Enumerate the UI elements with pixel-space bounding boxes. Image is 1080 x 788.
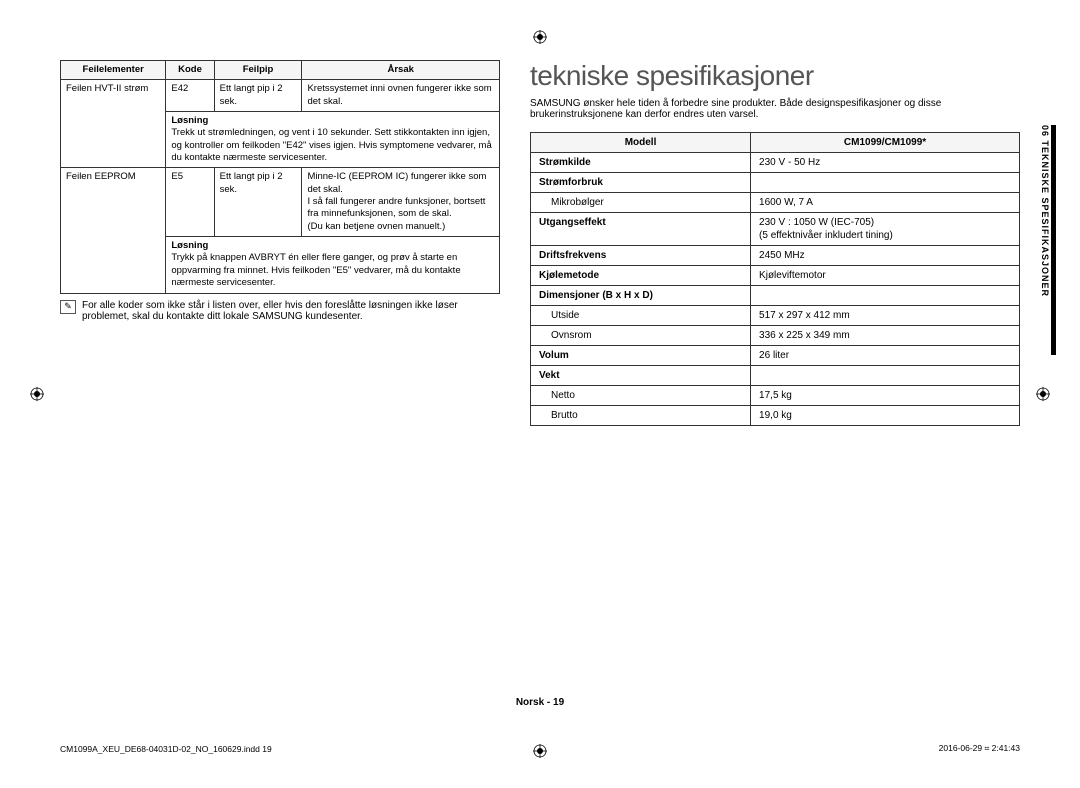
footer-filename: CM1099A_XEU_DE68-04031D-02_NO_160629.ind… — [60, 744, 272, 754]
th-model: Modell — [531, 133, 751, 153]
section-title: tekniske spesifikasjoner — [530, 60, 1020, 92]
spec-value: 230 V - 50 Hz — [751, 153, 1020, 173]
table-row: Ovnsrom336 x 225 x 349 mm — [531, 326, 1020, 346]
spec-section: tekniske spesifikasjoner SAMSUNG ønsker … — [530, 60, 1020, 700]
spec-value: 26 liter — [751, 346, 1020, 366]
spec-param: Volum — [531, 346, 751, 366]
cell-beep: Ett langt pip i 2 sek. — [214, 80, 302, 112]
table-row: KjølemetodeKjøleviftemotor — [531, 266, 1020, 286]
cell-code: E5 — [166, 168, 214, 237]
crop-mark-right — [1036, 387, 1050, 401]
cell-element: Feilen EEPROM — [61, 168, 166, 293]
note-text: For alle koder som ikke står i listen ov… — [82, 300, 500, 322]
spec-value: Kjøleviftemotor — [751, 266, 1020, 286]
table-row: Feilen EEPROM E5 Ett langt pip i 2 sek. … — [61, 168, 500, 237]
spec-param: Driftsfrekvens — [531, 246, 751, 266]
solution-text: Trykk på knappen AVBRYT én eller flere g… — [171, 252, 460, 288]
tab-band — [1051, 125, 1056, 355]
spec-table: Modell CM1099/CM1099* Strømkilde230 V - … — [530, 132, 1020, 426]
crop-mark-bottom — [533, 744, 547, 758]
spec-param: Dimensjoner (B x H x D) — [531, 286, 751, 306]
spec-value: 517 x 297 x 412 mm — [751, 306, 1020, 326]
cell-element: Feilen HVT-II strøm — [61, 80, 166, 168]
footer-timestamp: 2016-06-29 ⌗ 2:41:43 — [939, 743, 1020, 754]
crop-mark-top — [533, 30, 547, 44]
table-row: Vekt — [531, 366, 1020, 386]
intro-text: SAMSUNG ønsker hele tiden å forbedre sin… — [530, 98, 1020, 120]
th-beep: Feilpip — [214, 61, 302, 80]
cell-cause: Minne-IC (EEPROM IC) fungerer ikke som d… — [302, 168, 500, 237]
th-model-value: CM1099/CM1099* — [751, 133, 1020, 153]
spec-param: Strømforbruk — [531, 173, 751, 193]
error-table: Feilelementer Kode Feilpip Årsak Feilen … — [60, 60, 500, 294]
spec-param: Kjølemetode — [531, 266, 751, 286]
spec-value: 230 V : 1050 W (IEC-705) (5 effektnivåer… — [751, 213, 1020, 246]
spec-param-indent: Netto — [531, 386, 751, 406]
cell-cause: Kretssystemet inni ovnen fungerer ikke s… — [302, 80, 500, 112]
spec-value — [751, 366, 1020, 386]
spec-param-indent: Utside — [531, 306, 751, 326]
table-row: Utgangseffekt230 V : 1050 W (IEC-705) (5… — [531, 213, 1020, 246]
spec-param: Vekt — [531, 366, 751, 386]
note-block: ✎ For alle koder som ikke står i listen … — [60, 300, 500, 322]
spec-value: 1600 W, 7 A — [751, 193, 1020, 213]
section-tab: 06 TEKNISKE SPESIFIKASJONER — [1034, 125, 1056, 355]
spec-value: 336 x 225 x 349 mm — [751, 326, 1020, 346]
cell-solution: Løsning Trykk på knappen AVBRYT én eller… — [166, 237, 500, 293]
tab-label: 06 TEKNISKE SPESIFIKASJONER — [1040, 125, 1050, 297]
spec-value: 2450 MHz — [751, 246, 1020, 266]
error-codes-section: Feilelementer Kode Feilpip Årsak Feilen … — [60, 60, 500, 700]
cell-beep: Ett langt pip i 2 sek. — [214, 168, 302, 237]
cell-code: E42 — [166, 80, 214, 112]
table-row: Dimensjoner (B x H x D) — [531, 286, 1020, 306]
solution-text: Trekk ut strømledningen, og vent i 10 se… — [171, 127, 491, 163]
spec-value: 17,5 kg — [751, 386, 1020, 406]
table-row: Utside517 x 297 x 412 mm — [531, 306, 1020, 326]
note-icon: ✎ — [60, 300, 76, 314]
spec-param-indent: Mikrobølger — [531, 193, 751, 213]
spec-value — [751, 286, 1020, 306]
table-row: Driftsfrekvens2450 MHz — [531, 246, 1020, 266]
spec-param-indent: Brutto — [531, 406, 751, 426]
solution-label: Løsning — [171, 240, 208, 251]
spec-param: Utgangseffekt — [531, 213, 751, 246]
page-number: Norsk - 19 — [0, 697, 1080, 708]
crop-mark-left — [30, 387, 44, 401]
th-code: Kode — [166, 61, 214, 80]
spec-value: 19,0 kg — [751, 406, 1020, 426]
table-row: Strømkilde230 V - 50 Hz — [531, 153, 1020, 173]
table-row: Netto17,5 kg — [531, 386, 1020, 406]
th-element: Feilelementer — [61, 61, 166, 80]
table-row: Mikrobølger1600 W, 7 A — [531, 193, 1020, 213]
table-row: Volum26 liter — [531, 346, 1020, 366]
cell-solution: Løsning Trekk ut strømledningen, og vent… — [166, 112, 500, 168]
spec-value — [751, 173, 1020, 193]
th-cause: Årsak — [302, 61, 500, 80]
table-row: Strømforbruk — [531, 173, 1020, 193]
spec-param: Strømkilde — [531, 153, 751, 173]
table-row: Feilen HVT-II strøm E42 Ett langt pip i … — [61, 80, 500, 112]
solution-label: Løsning — [171, 115, 208, 126]
table-row: Brutto19,0 kg — [531, 406, 1020, 426]
spec-param-indent: Ovnsrom — [531, 326, 751, 346]
